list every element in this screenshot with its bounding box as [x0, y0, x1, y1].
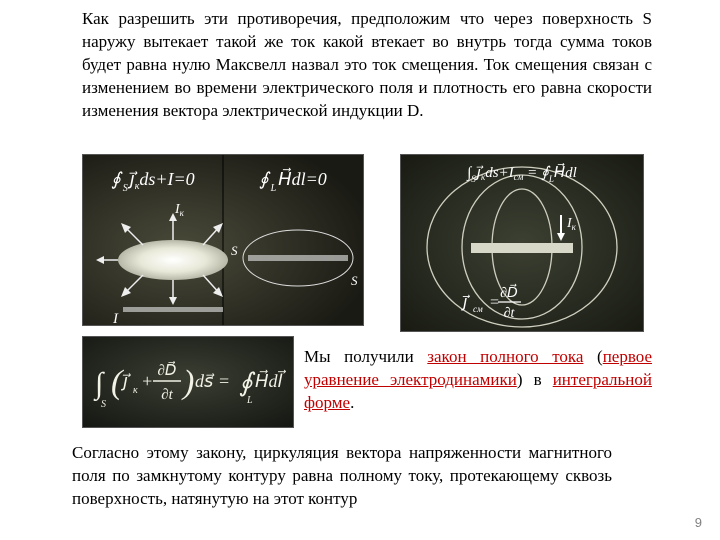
- diagram-bottom-svg: ∫ S ( j⃗ к + ∂D⃗ ∂t ) ds⃗ = ∮ L H⃗dl⃗: [83, 337, 293, 427]
- svg-text:к: к: [133, 385, 138, 396]
- paragraph-result: Мы получили закон полного тока (первое у…: [304, 346, 652, 415]
- svg-text:см: см: [473, 304, 483, 314]
- svg-text:+: +: [141, 371, 153, 391]
- slide: Как разрешить эти противоречия, предполо…: [0, 0, 720, 540]
- svg-text:∂D⃗: ∂D⃗: [158, 360, 177, 379]
- svg-text:S: S: [101, 399, 106, 410]
- p2-mid2: ) в: [517, 370, 553, 389]
- svg-text:∫: ∫: [93, 367, 105, 402]
- p2-hl1: закон полного тока: [427, 347, 583, 366]
- svg-text:ds⃗ =: ds⃗ =: [195, 371, 230, 391]
- svg-text:∂t: ∂t: [161, 387, 173, 403]
- diagram-right-svg: Iк ∫Sj⃗кds+Iсм = ∮LH⃗dl j⃗ см = ∂D⃗ ∂t: [401, 155, 643, 331]
- svg-text:): ): [181, 364, 194, 401]
- p2-mid: (: [583, 347, 602, 366]
- svg-text:L: L: [246, 395, 253, 406]
- diagram-bottom: ∫ S ( j⃗ к + ∂D⃗ ∂t ) ds⃗ = ∮ L H⃗dl⃗: [82, 336, 294, 428]
- svg-text:H⃗dl⃗: H⃗dl⃗: [255, 370, 287, 391]
- diagram-left: ∮Sj⃗кds+I=0 ∮LH⃗dl=0: [82, 154, 364, 326]
- p2-post: .: [350, 393, 354, 412]
- diagram-right: Iк ∫Sj⃗кds+Iсм = ∮LH⃗dl j⃗ см = ∂D⃗ ∂t: [400, 154, 644, 332]
- p2-pre: Мы получили: [304, 347, 427, 366]
- svg-text:∂D⃗: ∂D⃗: [500, 283, 518, 301]
- label-I: I: [112, 311, 119, 325]
- page-number: 9: [695, 515, 702, 530]
- paragraph-law: Согласно этому закону, циркуляция вектор…: [72, 442, 612, 511]
- svg-text:∂t: ∂t: [504, 306, 516, 321]
- svg-text:S: S: [231, 243, 238, 258]
- svg-text:S: S: [351, 273, 358, 288]
- diagram-left-svg: ∮Sj⃗кds+I=0 ∮LH⃗dl=0: [83, 155, 363, 325]
- paragraph-intro: Как разрешить эти противоречия, предполо…: [82, 8, 652, 123]
